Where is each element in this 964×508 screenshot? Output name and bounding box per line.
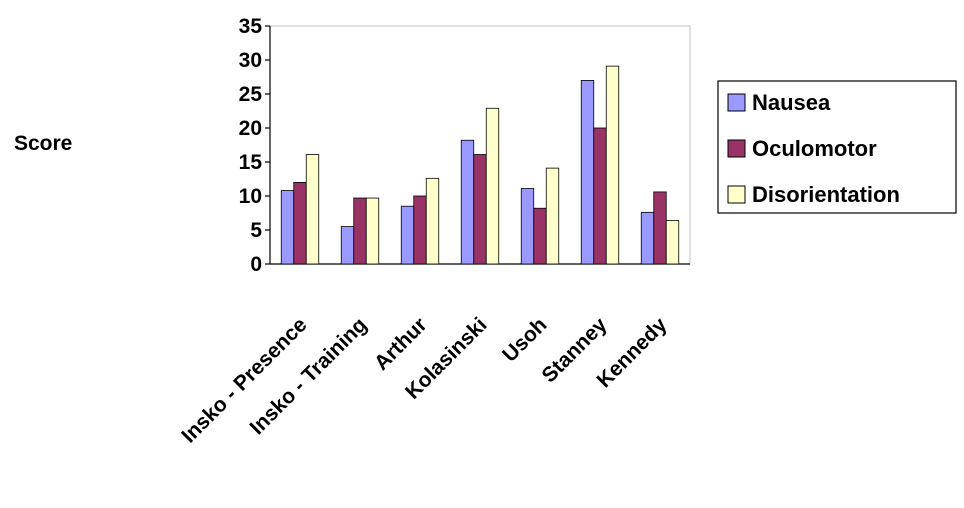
legend-swatch-disorientation bbox=[727, 185, 746, 204]
bar-oculomotor-1 bbox=[293, 181, 307, 265]
bar-nausea-7 bbox=[640, 211, 655, 265]
legend-label-oculomotor: Oculomotor bbox=[752, 136, 877, 161]
bar-nausea-2 bbox=[340, 226, 355, 265]
y-tick-label: 15 bbox=[239, 151, 263, 174]
y-tick-label: 25 bbox=[239, 83, 263, 106]
y-axis: 0 5 10 15 20 25 30 35 bbox=[239, 15, 270, 276]
bar-oculomotor-2 bbox=[353, 197, 367, 265]
bar-disorientation-3 bbox=[425, 177, 440, 265]
bar-nausea-5 bbox=[520, 188, 535, 265]
category-label: Usoh bbox=[498, 313, 551, 366]
legend-label-disorientation: Disorientation bbox=[752, 182, 900, 207]
bar-oculomotor-6 bbox=[593, 127, 607, 265]
y-tick-label: 5 bbox=[250, 219, 262, 242]
bar-nausea-3 bbox=[400, 205, 415, 265]
bar-oculomotor-4 bbox=[473, 154, 487, 265]
bar-disorientation-1 bbox=[305, 154, 320, 265]
legend-box bbox=[717, 80, 957, 214]
bar-disorientation-2 bbox=[365, 197, 380, 265]
bar-nausea-1 bbox=[280, 190, 295, 265]
y-tick-label: 0 bbox=[250, 253, 262, 276]
y-tick-label: 30 bbox=[239, 49, 262, 72]
bar-oculomotor-5 bbox=[533, 207, 547, 265]
y-tick-label: 20 bbox=[239, 117, 262, 140]
legend: Nausea Oculomotor Disorientation bbox=[717, 80, 957, 214]
y-tick-label: 10 bbox=[239, 185, 262, 208]
bars bbox=[280, 65, 680, 265]
bar-disorientation-7 bbox=[665, 220, 680, 265]
bar-nausea-6 bbox=[580, 80, 595, 265]
bar-nausea-4 bbox=[460, 139, 475, 265]
bar-disorientation-5 bbox=[545, 167, 560, 265]
y-axis-title: Score bbox=[14, 132, 72, 155]
legend-swatch-nausea bbox=[727, 93, 746, 112]
legend-swatch-oculomotor bbox=[727, 139, 746, 158]
legend-label-nausea: Nausea bbox=[752, 90, 831, 115]
bar-oculomotor-3 bbox=[413, 195, 427, 265]
bar-disorientation-4 bbox=[485, 107, 500, 265]
bar-disorientation-6 bbox=[605, 65, 620, 265]
bar-oculomotor-7 bbox=[653, 191, 667, 265]
y-tick-label: 35 bbox=[239, 15, 263, 38]
